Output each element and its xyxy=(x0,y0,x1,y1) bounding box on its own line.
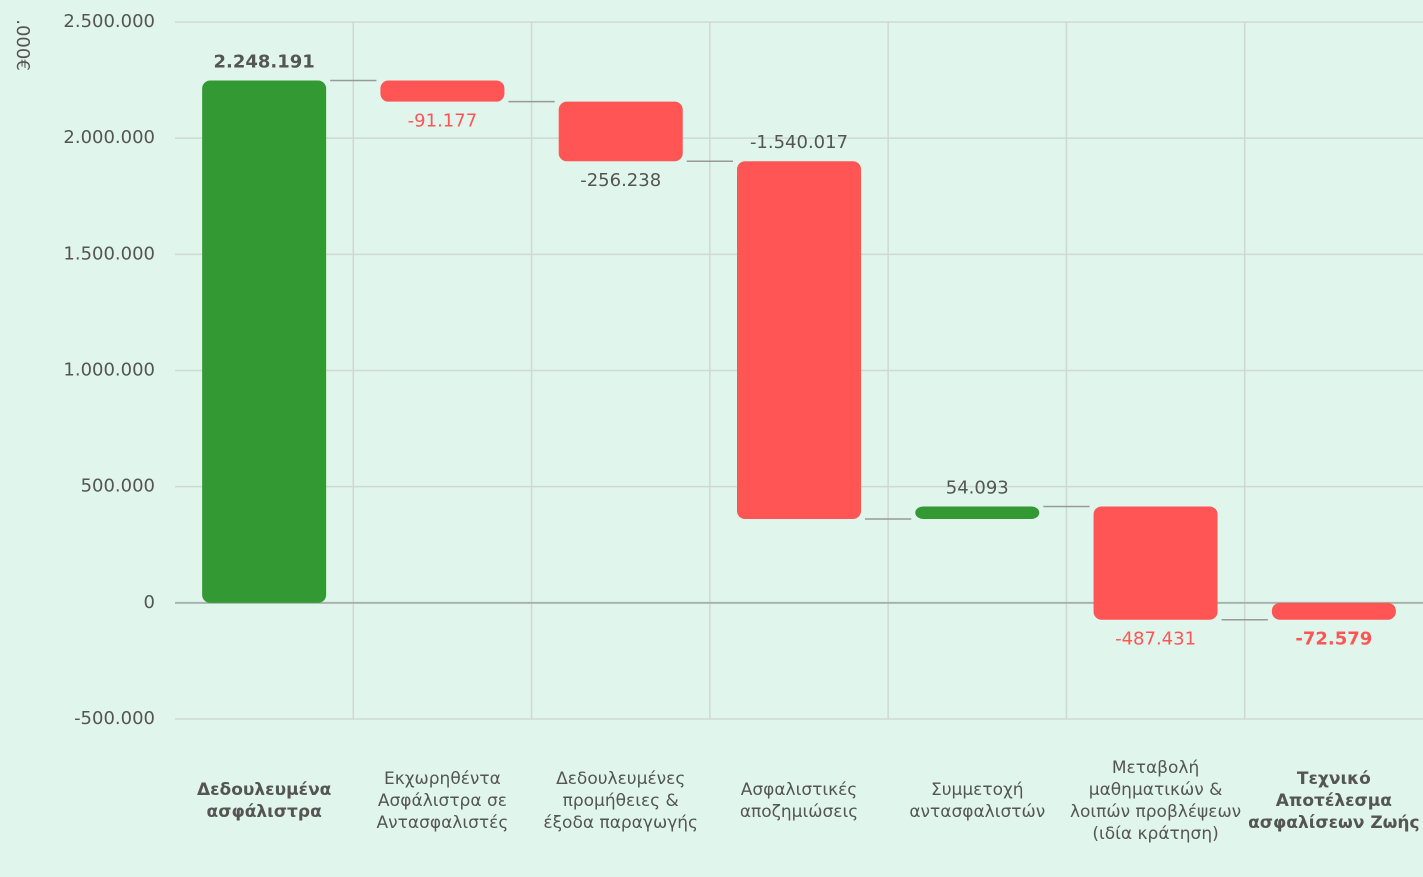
x-tick-label: Εκχωρηθέντα Ασφάλιστρα σε Αντασφαλιστές xyxy=(376,769,509,833)
value-label: 2.248.191 xyxy=(213,52,314,73)
bar xyxy=(1271,602,1396,620)
x-tick-label: Τεχνικό Αποτέλεσμα ασφαλίσεων Ζωής xyxy=(1248,769,1420,833)
y-axis-label: .000€ xyxy=(12,19,33,71)
bar xyxy=(915,506,1040,520)
bar xyxy=(202,80,327,603)
value-label: 54.093 xyxy=(946,477,1009,498)
value-label: -91.177 xyxy=(408,111,477,132)
chart: .000€ -500.000 0 500.000 1.000.000 1.500.000… xyxy=(12,11,1423,729)
x-tick-label: Μεταβολή μαθηματικών & λοιπών προβλέψεων… xyxy=(1069,758,1242,844)
page: .000€ -500.000 0 500.000 1.000.000 1.500.000… xyxy=(12,11,1423,844)
bar xyxy=(558,101,683,162)
value-label: -487.431 xyxy=(1115,629,1196,650)
y-tick-label: -500.000 xyxy=(74,708,155,729)
bar xyxy=(1093,506,1218,620)
y-tick-label: 1.500.000 xyxy=(63,243,155,264)
x-tick-label: Δεδουλευμένες προμήθειες & έξοδα παραγωγ… xyxy=(543,769,699,833)
y-tick-label: 500.000 xyxy=(81,476,155,497)
x-tick-label: Ασφαλιστικές αποζημιώσεις xyxy=(739,780,859,822)
value-label: -72.579 xyxy=(1295,629,1372,650)
value-label: -1.540.017 xyxy=(750,132,848,153)
y-tick-label: 0 xyxy=(144,592,155,613)
x-tick-label: Συμμετοχή αντασφαλιστών xyxy=(909,780,1046,822)
x-tick-label: Δεδουλευμένα ασφάλιστρα xyxy=(196,780,332,822)
bar xyxy=(380,80,505,102)
y-tick-label: 1.000.000 xyxy=(63,360,155,381)
y-tick-label: 2.000.000 xyxy=(63,127,155,148)
value-label: -256.238 xyxy=(580,170,661,191)
y-tick-label: 2.500.000 xyxy=(63,11,155,32)
bar xyxy=(737,161,861,520)
